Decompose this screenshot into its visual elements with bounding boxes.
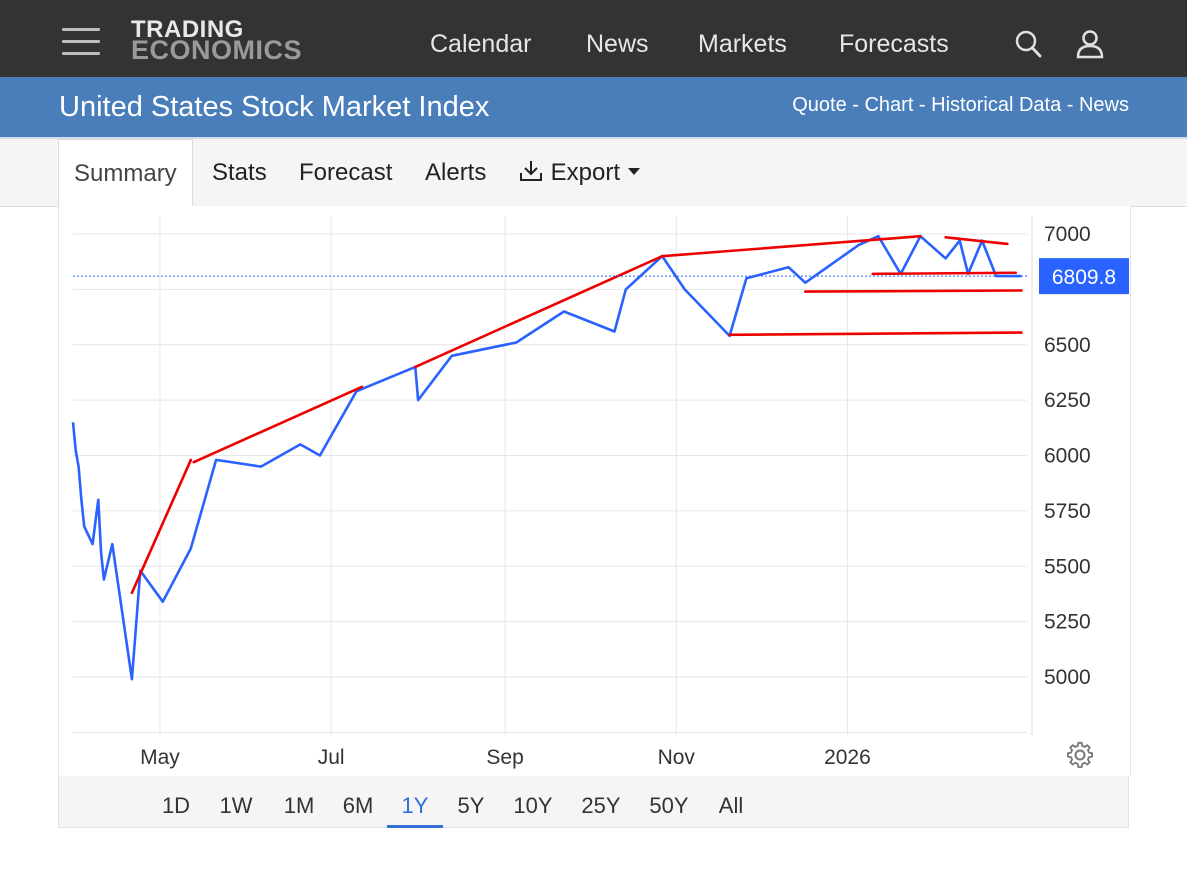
trendline [871, 271, 1018, 276]
link-historical-data[interactable]: Historical Data [931, 94, 1062, 116]
range-5y[interactable]: 5Y [457, 793, 485, 818]
logo-line-1: TRADING [131, 16, 244, 43]
y-tick-label: 5250 [1044, 611, 1091, 634]
last-value-tag [1039, 258, 1129, 295]
x-tick-label: Jul [318, 746, 345, 769]
range-1w[interactable]: 1W [219, 793, 253, 818]
x-tick-label: Nov [658, 746, 696, 769]
export-dropdown[interactable]: Export [503, 139, 656, 206]
last-value-label: 6809.8 [1052, 266, 1116, 289]
quick-links: Quote - Chart - Historical Data - News [792, 94, 1129, 117]
range-1d[interactable]: 1D [161, 793, 191, 818]
link-separator: - [913, 94, 932, 116]
x-tick-label: 2026 [824, 746, 871, 769]
y-tick-label: 7000 [1044, 223, 1091, 246]
link-quote[interactable]: Quote [792, 94, 847, 116]
tab-alerts[interactable]: Alerts [425, 159, 487, 186]
logo-line-2: ECONOMICS [131, 35, 303, 65]
trendline [414, 254, 664, 369]
export-label: Export [550, 159, 621, 186]
y-tick-label: 6000 [1044, 445, 1091, 468]
range-1y[interactable]: 1Y [387, 776, 443, 828]
stock-index-chart[interactable]: 7000 6500 6250 6000 5750 5500 5250 5000 May Jul Se… [59, 206, 1130, 776]
search-icon[interactable] [1013, 28, 1043, 60]
price-series-line [71, 234, 1022, 681]
nav-markets[interactable]: Markets [698, 30, 787, 58]
caret-down-icon [627, 168, 640, 175]
nav-calendar[interactable]: Calendar [430, 30, 532, 58]
trendline [728, 331, 1023, 337]
range-all[interactable]: All [718, 793, 744, 818]
nav-forecasts[interactable]: Forecasts [839, 30, 949, 58]
download-icon [520, 161, 542, 181]
y-tick-label: 5500 [1044, 555, 1091, 578]
range-6m[interactable]: 6M [342, 793, 374, 818]
link-separator: - [1061, 94, 1079, 116]
logo[interactable]: TRADING ECONOMICS [131, 16, 303, 65]
link-news[interactable]: News [1078, 94, 1129, 116]
link-separator: - [846, 94, 865, 116]
y-tick-label: 5000 [1044, 666, 1091, 689]
tab-forecast[interactable]: Forecast [299, 159, 393, 186]
y-tick-label: 6250 [1044, 389, 1091, 412]
trendline [192, 385, 364, 464]
link-chart[interactable]: Chart [864, 94, 914, 116]
gear-icon[interactable] [1066, 741, 1094, 769]
menu-icon[interactable] [62, 28, 100, 56]
nav-news[interactable]: News [586, 30, 649, 58]
range-selector: 1D 1W 1M 6M 1Y 5Y 10Y 25Y 50Y All [58, 776, 1129, 828]
range-1m[interactable]: 1M [283, 793, 315, 818]
y-tick-label: 5750 [1044, 500, 1091, 523]
page-title: United States Stock Market Index [59, 91, 490, 123]
y-tick-label: 6500 [1044, 334, 1091, 357]
tab-stats[interactable]: Stats [212, 159, 267, 186]
trendline [660, 234, 922, 258]
range-50y[interactable]: 50Y [649, 793, 689, 818]
x-tick-label: Sep [486, 746, 523, 769]
top-navigation-bar: TRADING ECONOMICS Calendar News Markets … [0, 0, 1187, 77]
trendline [944, 236, 1009, 246]
range-25y[interactable]: 25Y [581, 793, 621, 818]
trendline [130, 458, 193, 595]
x-tick-label: May [140, 746, 180, 769]
user-icon[interactable] [1075, 28, 1105, 60]
chart-area[interactable]: 7000 6500 6250 6000 5750 5500 5250 5000 May Jul Se… [58, 206, 1131, 776]
title-bar: United States Stock Market Index Quote -… [0, 77, 1187, 139]
tab-summary[interactable]: Summary [58, 139, 193, 208]
tabs-bar: Summary Stats Forecast Alerts Export [0, 139, 1187, 208]
range-10y[interactable]: 10Y [513, 793, 553, 818]
trendline [804, 289, 1023, 293]
